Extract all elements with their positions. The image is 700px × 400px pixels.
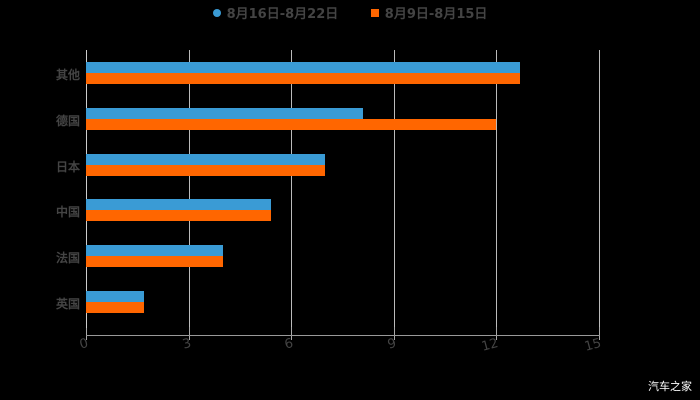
circle-marker-icon (212, 8, 221, 17)
legend-label: 8月9日-8月15日 (384, 7, 488, 22)
category-label: 日本 (55, 160, 80, 174)
square-marker-icon (370, 8, 379, 17)
legend-label: 8月16日-8月22日 (226, 7, 339, 22)
category-label: 英国 (55, 297, 80, 311)
bar-series-b[interactable] (86, 119, 496, 130)
x-tick-label: 6 (283, 336, 295, 353)
x-tick (291, 327, 292, 335)
x-tick-label: 0 (78, 336, 90, 353)
x-tick (394, 335, 395, 340)
bar-series-a[interactable] (86, 291, 144, 302)
gridline (189, 50, 190, 328)
watermark: 汽车之家 (648, 380, 692, 393)
x-tick (496, 327, 497, 335)
x-tick (189, 327, 190, 335)
y-axis-line (86, 50, 87, 328)
x-tick (291, 335, 292, 340)
bar-series-a[interactable] (86, 62, 520, 73)
x-tick (496, 335, 497, 340)
x-tick-label: 9 (386, 336, 398, 353)
category-label: 法国 (55, 251, 80, 265)
x-tick (86, 327, 87, 335)
x-tick-label: 12 (480, 336, 500, 355)
x-axis-line (86, 335, 600, 336)
bar-series-a[interactable] (86, 199, 271, 210)
x-tick (599, 327, 600, 335)
bar-series-a[interactable] (86, 108, 363, 119)
chart-legend: 8月16日-8月22日 8月9日-8月15日 (0, 3, 700, 22)
bar-series-b[interactable] (86, 302, 144, 313)
gridline (599, 50, 600, 328)
x-tick-label: 15 (583, 336, 603, 355)
bar-series-b[interactable] (86, 256, 223, 267)
gridline (394, 50, 395, 328)
x-tick (599, 335, 600, 340)
category-label: 德国 (55, 114, 80, 128)
legend-item-series-a[interactable]: 8月16日-8月22日 (212, 3, 339, 22)
legend-item-series-b[interactable]: 8月9日-8月15日 (370, 3, 488, 22)
bar-series-a[interactable] (86, 154, 325, 165)
x-tick-label: 3 (181, 336, 193, 353)
bar-series-b[interactable] (86, 165, 325, 176)
gridline (291, 50, 292, 328)
category-label: 中国 (55, 205, 80, 219)
bar-series-b[interactable] (86, 73, 520, 84)
bar-series-a[interactable] (86, 245, 223, 256)
x-tick (189, 335, 190, 340)
bar-series-b[interactable] (86, 210, 271, 221)
x-tick (86, 335, 87, 340)
category-label: 其他 (55, 68, 80, 82)
x-tick (394, 327, 395, 335)
gridline (496, 50, 497, 328)
